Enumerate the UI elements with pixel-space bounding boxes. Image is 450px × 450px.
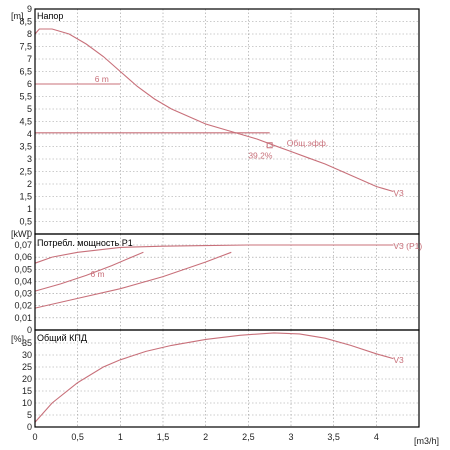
x-tick-label: 3,5 <box>327 432 340 442</box>
x-tick-label: 2,5 <box>242 432 255 442</box>
y-tick-label: 0,01 <box>14 313 32 323</box>
curves-layer <box>34 28 394 423</box>
head-panel-title: Напор <box>37 11 63 21</box>
curve-annotation: V3 (P1) <box>393 241 422 251</box>
y-tick-label: 2,5 <box>19 167 32 177</box>
power-unit-label: [kW] <box>11 229 29 239</box>
y-tick-label: 3,5 <box>19 142 32 152</box>
x-tick-label: 0 <box>32 432 37 442</box>
series-line <box>34 251 144 292</box>
curve-annotation: Общ.эфф. <box>287 138 329 148</box>
x-unit-label: [m3/h] <box>414 436 439 446</box>
series-line <box>34 332 394 423</box>
x-tick-label: 1 <box>118 432 123 442</box>
y-tick-label: 35 <box>22 338 32 348</box>
y-tick-label: 0,03 <box>14 289 32 299</box>
series-line <box>34 244 394 264</box>
series-line <box>34 28 394 193</box>
y-tick-label: 20 <box>22 374 32 384</box>
curve-annotation: 39,2% <box>248 150 273 160</box>
power-panel-title: Потребл. мощность P1 <box>37 238 133 248</box>
y-tick-label: 30 <box>22 350 32 360</box>
y-tick-label: 1,5 <box>19 192 32 202</box>
x-tick-label: 1,5 <box>157 432 170 442</box>
y-tick-label: 0 <box>27 229 32 239</box>
y-tick-label: 0,04 <box>14 276 32 286</box>
y-tick-label: 3 <box>27 154 32 164</box>
efficiency-unit-label: [%] <box>11 334 24 344</box>
panel-frame <box>34 233 420 331</box>
curve-annotation: 6 m <box>90 269 104 279</box>
y-tick-label: 4 <box>27 129 32 139</box>
y-tick-label: 0 <box>27 325 32 335</box>
curve-annotation: 6 m <box>95 74 109 84</box>
y-tick-label: 0 <box>27 422 32 432</box>
efficiency-panel-title: Общий КПД <box>37 333 87 343</box>
text-layer: [m] Напор [kW] Потребл. мощность P1 [%] … <box>11 4 439 446</box>
y-tick-label: 0,06 <box>14 252 32 262</box>
y-tick-label: 5 <box>27 410 32 420</box>
series-line <box>34 251 232 309</box>
y-tick-label: 6,5 <box>19 67 32 77</box>
y-tick-label: 25 <box>22 362 32 372</box>
y-tick-label: 8,5 <box>19 17 32 27</box>
y-tick-label: 8 <box>27 29 32 39</box>
grid-layer <box>35 8 419 427</box>
efficiency-marker <box>266 142 273 149</box>
x-tick-label: 2 <box>203 432 208 442</box>
y-tick-label: 5 <box>27 104 32 114</box>
y-tick-label: 15 <box>22 386 32 396</box>
y-tick-label: 9 <box>27 4 32 14</box>
y-tick-label: 5,5 <box>19 92 32 102</box>
head-unit-label: [m] <box>11 11 24 21</box>
y-tick-label: 7,5 <box>19 42 32 52</box>
curve-annotation: V3 <box>393 188 404 198</box>
y-tick-label: 2 <box>27 179 32 189</box>
y-tick-label: 0,05 <box>14 264 32 274</box>
y-tick-label: 0,02 <box>14 301 32 311</box>
curve-annotation: V3 <box>393 355 404 365</box>
y-tick-label: 7 <box>27 54 32 64</box>
y-tick-label: 1 <box>27 204 32 214</box>
y-tick-label: 0,07 <box>14 240 32 250</box>
frames-layer <box>34 8 420 428</box>
y-tick-label: 0,5 <box>19 217 32 227</box>
panel-frame <box>34 329 420 428</box>
x-tick-label: 4 <box>374 432 379 442</box>
y-tick-label: 4,5 <box>19 117 32 127</box>
y-tick-label: 6 <box>27 79 32 89</box>
x-tick-label: 3 <box>288 432 293 442</box>
x-tick-label: 0,5 <box>71 432 84 442</box>
y-tick-label: 10 <box>22 398 32 408</box>
